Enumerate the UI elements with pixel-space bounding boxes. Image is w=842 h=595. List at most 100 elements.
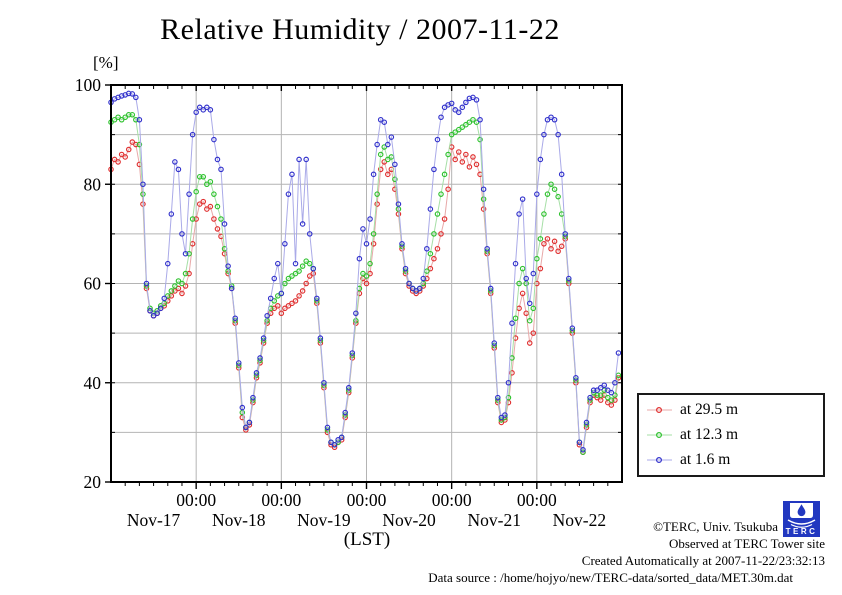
data-point — [271, 305, 278, 312]
data-point — [445, 151, 451, 158]
data-point — [303, 156, 309, 163]
data-point — [157, 305, 164, 312]
data-point — [470, 94, 476, 101]
data-point — [463, 121, 469, 128]
data-point — [129, 91, 136, 97]
data-point — [370, 171, 377, 178]
legend-marker-green — [647, 431, 672, 438]
data-point — [434, 211, 441, 217]
data-point — [335, 437, 341, 443]
data-point — [399, 241, 405, 247]
data-point — [612, 392, 618, 398]
data-point — [597, 384, 604, 391]
legend-item-29-5m: at 29.5 m — [646, 401, 823, 419]
data-point — [204, 181, 210, 188]
data-point — [548, 114, 554, 121]
data-point — [211, 216, 217, 222]
data-point — [516, 211, 522, 217]
data-point — [477, 116, 483, 123]
data-point — [292, 260, 299, 267]
data-point — [363, 241, 370, 247]
data-point — [452, 107, 458, 113]
data-point — [392, 176, 398, 183]
data-point — [526, 317, 533, 324]
data-point — [182, 270, 189, 277]
data-point — [392, 161, 398, 168]
data-point — [463, 99, 469, 106]
data-point — [438, 231, 444, 237]
data-point — [526, 340, 533, 346]
data-point — [367, 270, 373, 277]
data-point — [562, 231, 568, 237]
data-point — [587, 394, 593, 401]
x-tick-label: 00:00 — [261, 490, 301, 510]
data-point — [473, 119, 480, 125]
data-point — [512, 260, 519, 267]
observed-site-text: Observed at TERC Tower site — [668, 536, 825, 551]
data-point — [445, 186, 451, 192]
data-point — [608, 397, 615, 403]
data-point — [289, 300, 295, 307]
data-point — [537, 156, 544, 163]
data-point — [385, 141, 391, 148]
logo-arc-1 — [787, 519, 816, 525]
data-point — [172, 159, 178, 165]
data-point — [306, 260, 313, 267]
data-point — [374, 201, 380, 207]
x-day-label: Nov-17 — [127, 510, 181, 530]
data-point — [551, 186, 558, 192]
data-point — [136, 141, 143, 148]
data-point — [115, 114, 121, 121]
data-point — [186, 191, 192, 197]
copyright-text: ©TERC, Univ. Tsukuba — [653, 519, 778, 534]
data-point — [165, 293, 171, 299]
data-point — [548, 245, 554, 252]
data-point — [555, 131, 561, 138]
data-point — [118, 116, 125, 123]
data-point — [573, 375, 579, 381]
data-point — [455, 126, 462, 133]
data-point — [512, 315, 519, 322]
data-point — [186, 270, 192, 277]
data-point — [207, 107, 214, 113]
data-point — [537, 265, 544, 272]
data-point — [459, 159, 466, 165]
data-point — [370, 231, 377, 237]
legend-label-12-3m: at 12.3 m — [680, 425, 739, 443]
data-point — [314, 295, 320, 302]
data-point — [260, 335, 267, 341]
data-point — [388, 134, 395, 140]
data-point — [189, 216, 196, 222]
data-point — [544, 191, 551, 197]
data-point — [459, 124, 466, 130]
series-line-2 — [110, 92, 619, 452]
logo-arc-2 — [790, 523, 813, 528]
data-point — [214, 156, 221, 163]
data-point — [317, 335, 324, 341]
legend-item-12-3m: at 12.3 m — [646, 426, 823, 444]
x-tick-label: 00:00 — [432, 490, 472, 510]
data-point — [565, 275, 572, 282]
data-point — [374, 191, 380, 197]
data-point — [424, 245, 430, 252]
data-point — [285, 191, 292, 197]
data-point — [601, 382, 608, 389]
data-point — [537, 236, 544, 242]
data-point — [218, 216, 224, 222]
data-point — [555, 248, 561, 255]
data-point — [296, 268, 302, 274]
data-point — [125, 90, 132, 97]
data-point — [207, 203, 214, 210]
data-point — [303, 258, 309, 264]
data-point — [136, 116, 143, 123]
data-point — [558, 171, 565, 178]
data-point — [168, 288, 175, 294]
data-point — [438, 114, 444, 121]
data-point — [154, 310, 160, 317]
data-point — [605, 394, 611, 401]
data-point — [193, 216, 199, 222]
data-point — [530, 330, 537, 336]
data-point — [441, 171, 448, 178]
